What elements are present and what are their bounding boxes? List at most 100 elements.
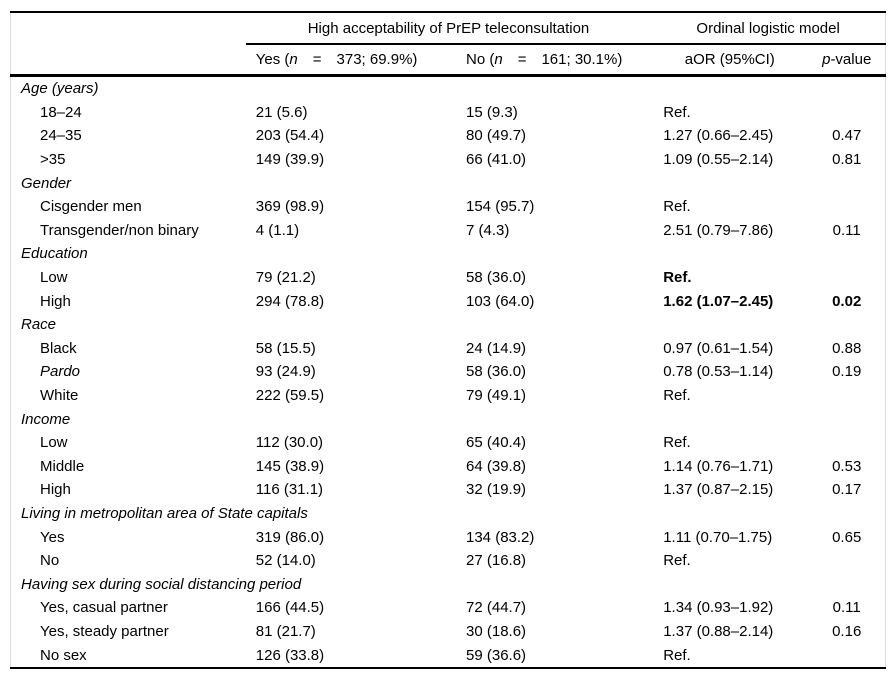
n-symbol: n xyxy=(289,51,298,68)
table-row: Yes 319 (86.0) 134 (83.2) 1.11 (0.70–1.75) 0… xyxy=(11,525,886,549)
row-label: 24–35 xyxy=(40,127,82,145)
table-row: Transgender/non binary 4 (1.1) 7 (4.3) 2.51… xyxy=(11,219,886,243)
no-value: 15 (9.3) xyxy=(466,103,518,121)
aor-value: 1.34 (0.93–1.92) xyxy=(663,599,774,617)
yes-label-prefix: Yes ( xyxy=(255,51,290,68)
p-value: 0.11 xyxy=(832,221,861,239)
no-value: 64 (39.8) xyxy=(466,457,527,475)
section-row: Income xyxy=(11,407,886,431)
yes-value: 203 (54.4) xyxy=(255,127,325,145)
row-label: >35 xyxy=(40,151,66,169)
aor-value: 1.37 (0.88–2.14) xyxy=(663,622,774,640)
yes-value: 319 (86.0) xyxy=(255,528,325,546)
section-row: Having sex during social distancing peri… xyxy=(11,572,886,596)
yes-value: 4 (1.1) xyxy=(255,221,300,239)
table-body: Age (years) 18–24 21 (5.6) 15 (9.3) Ref. 24–3… xyxy=(11,76,886,668)
section-header: Age (years) xyxy=(21,80,99,98)
no-label-prefix: No ( xyxy=(466,51,495,68)
no-value: 66 (41.0) xyxy=(466,151,527,169)
pvalue-suffix: -value xyxy=(830,51,872,68)
p-value: 0.11 xyxy=(832,599,861,617)
section-header: Education xyxy=(21,245,88,263)
column-header-no: No (n = 161; 30.1%) xyxy=(458,44,652,77)
table-row: Yes, casual partner 166 (44.5) 72 (44.7) 1.… xyxy=(11,596,886,620)
p-value xyxy=(808,431,885,455)
yes-value: 294 (78.8) xyxy=(255,292,325,310)
p-value xyxy=(808,266,885,290)
row-label: 18–24 xyxy=(40,103,82,121)
no-value: 32 (19.9) xyxy=(466,481,527,499)
yes-value: 369 (98.9) xyxy=(255,198,325,216)
row-label: Transgender/non binary xyxy=(40,221,199,239)
row-label: Middle xyxy=(40,457,85,475)
no-value: 79 (49.1) xyxy=(466,387,527,405)
p-value: 0.81 xyxy=(832,151,862,169)
column-group-row: High acceptability of PrEP teleconsultat… xyxy=(11,12,886,45)
no-count-percent: 161; 30.1%) xyxy=(541,51,623,68)
p-value: 0.53 xyxy=(832,457,862,475)
table-row: High 294 (78.8) 103 (64.0) 1.62 (1.07–2.45)… xyxy=(11,289,886,313)
section-row: Living in metropolitan area of State cap… xyxy=(11,502,886,526)
row-label: High xyxy=(40,292,71,310)
no-value: 7 (4.3) xyxy=(466,221,510,239)
table-row: Black 58 (15.5) 24 (14.9) 0.97 (0.61–1.54) 0… xyxy=(11,337,886,361)
header-stub-cell xyxy=(11,12,246,44)
table-row: Middle 145 (38.9) 64 (39.8) 1.14 (0.76–1.71… xyxy=(11,455,886,479)
no-value: 103 (64.0) xyxy=(466,292,535,310)
aor-value: Ref. xyxy=(663,646,691,664)
table-row: No 52 (14.0) 27 (16.8) Ref. xyxy=(11,549,886,573)
yes-value: 112 (30.0) xyxy=(255,434,324,452)
aor-value: Ref. xyxy=(663,552,691,570)
no-value: 30 (18.6) xyxy=(466,622,527,640)
column-group-acceptability: High acceptability of PrEP teleconsultat… xyxy=(245,12,652,45)
table-row: Yes, steady partner 81 (21.7) 30 (18.6) 1.3… xyxy=(11,620,886,644)
p-value xyxy=(808,384,885,408)
table-row: Low 79 (21.2) 58 (36.0) Ref. xyxy=(11,266,886,290)
section-header: Having sex during social distancing peri… xyxy=(21,575,302,593)
row-label: Yes, casual partner xyxy=(40,599,168,617)
section-header: Income xyxy=(21,410,71,428)
row-label: Low xyxy=(40,269,68,287)
column-header-row: Yes (n = 373; 69.9%) No (n = 161; 30.1%) aOR… xyxy=(10,44,886,77)
p-value: 0.19 xyxy=(832,363,862,381)
yes-value: 81 (21.7) xyxy=(255,622,316,640)
no-value: 72 (44.7) xyxy=(466,599,527,617)
yes-value: 116 (31.1) xyxy=(255,481,324,499)
yes-value: 21 (5.6) xyxy=(255,103,308,121)
p-value: 0.02 xyxy=(832,292,862,310)
row-label: Yes, steady partner xyxy=(40,622,169,640)
row-label: White xyxy=(40,387,79,405)
no-value: 24 (14.9) xyxy=(466,339,527,357)
table-row: Low 112 (30.0) 65 (40.4) Ref. xyxy=(11,431,886,455)
row-label: No sex xyxy=(40,646,87,664)
no-value: 27 (16.8) xyxy=(466,552,527,570)
row-label: Black xyxy=(40,339,77,357)
no-value: 154 (95.7) xyxy=(466,198,535,216)
row-label: Pardo xyxy=(40,363,81,381)
yes-value: 149 (39.9) xyxy=(255,151,325,169)
row-label: No xyxy=(40,552,60,570)
table-row: 24–35 203 (54.4) 80 (49.7) 1.27 (0.66–2.45)… xyxy=(11,124,886,148)
p-value: 0.17 xyxy=(832,481,862,499)
section-header: Living in metropolitan area of State cap… xyxy=(21,504,308,522)
p-symbol: p xyxy=(822,51,831,68)
equals-sign: = xyxy=(517,51,527,68)
column-header-pvalue: p-value xyxy=(808,44,886,77)
no-value: 65 (40.4) xyxy=(466,434,527,452)
aor-value: Ref. xyxy=(663,269,692,287)
header-stub-cell xyxy=(10,44,246,77)
aor-value: 1.14 (0.76–1.71) xyxy=(663,457,774,475)
yes-value: 166 (44.5) xyxy=(255,599,325,617)
equals-sign: = xyxy=(312,51,322,68)
column-header-yes: Yes (n = 373; 69.9%) xyxy=(245,44,458,77)
p-value: 0.65 xyxy=(832,528,862,546)
section-row: Gender xyxy=(11,171,886,195)
p-value: 0.88 xyxy=(832,339,862,357)
p-value xyxy=(808,643,885,668)
aor-value: 1.11 (0.70–1.75) xyxy=(663,528,773,546)
p-value: 0.47 xyxy=(832,127,862,145)
table-row: High 116 (31.1) 32 (19.9) 1.37 (0.87–2.15) 0… xyxy=(11,478,886,502)
aor-value: 1.62 (1.07–2.45) xyxy=(663,292,774,310)
aor-value: 2.51 (0.79–7.86) xyxy=(663,221,774,239)
